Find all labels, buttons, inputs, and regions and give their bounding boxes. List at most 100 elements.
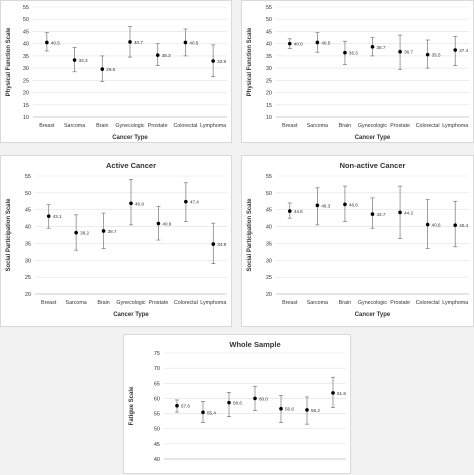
- data-label: 38.2: [80, 231, 89, 236]
- data-point: [100, 67, 105, 71]
- y-tick-label: 45: [25, 208, 31, 214]
- data-point: [184, 199, 188, 204]
- data-label: 40.5: [321, 40, 330, 45]
- data-label: 46.9: [135, 201, 144, 206]
- data-point: [331, 391, 335, 395]
- y-tick-label: 10: [23, 115, 29, 121]
- chart-svg-social-active: Active Cancer 20 25 30 35 40 45 50 55 Social Part…: [6, 161, 227, 318]
- data-label: 55.4: [207, 410, 216, 415]
- x-tick-label: Prostate: [390, 123, 410, 129]
- y-tick-label: 45: [266, 208, 272, 214]
- x-axis-label: Cancer Type: [355, 312, 391, 318]
- y-tick-label: 55: [154, 412, 160, 418]
- y-axis-label: Social Participation Scale: [247, 198, 253, 272]
- x-tick-label: Lymphoma: [200, 300, 226, 306]
- x-tick-label: Colorectal: [416, 123, 440, 129]
- chart-panel-social-nonactive: Non-active Cancer 20 25 30 35 40 45 50 55 Social …: [241, 155, 474, 327]
- x-axis-label: Cancer Type: [113, 312, 149, 318]
- y-tick-label: 35: [266, 241, 272, 247]
- data-point: [287, 209, 292, 213]
- x-tick-label: Prostate: [148, 123, 168, 129]
- x-tick-label: Sarcoma: [66, 300, 87, 306]
- y-tick-label: 40: [154, 457, 160, 463]
- data-point: [211, 242, 216, 246]
- data-point: [74, 230, 78, 235]
- y-tick-label: 20: [23, 91, 29, 97]
- y-tick-label: 50: [266, 191, 272, 197]
- data-label: 37.4: [459, 48, 468, 53]
- x-tick-label: Gynecologic: [116, 300, 145, 306]
- x-tick-label: Breast: [282, 300, 298, 306]
- x-tick-label: Brain: [339, 123, 351, 129]
- x-tick-label: Sarcoma: [307, 300, 328, 306]
- data-point: [211, 59, 215, 63]
- data-label: 36.7: [404, 50, 413, 55]
- x-tick-label: Lymphoma: [200, 123, 226, 129]
- x-tick-label: Breast: [39, 123, 55, 129]
- data-point: [227, 400, 231, 405]
- x-tick-label: Sarcoma: [307, 123, 328, 129]
- y-tick-label: 55: [25, 174, 31, 180]
- y-tick-label: 15: [266, 103, 272, 109]
- data-point: [453, 223, 458, 228]
- y-tick-label: 55: [266, 174, 272, 180]
- data-point: [72, 58, 77, 62]
- data-label: 43.7: [377, 212, 386, 217]
- data-label: 34.8: [217, 242, 226, 247]
- data-point: [398, 49, 402, 54]
- x-tick-label: Prostate: [149, 300, 169, 306]
- y-tick-label: 30: [266, 66, 272, 72]
- data-label: 38.7: [377, 45, 386, 50]
- y-tick-label: 15: [23, 103, 29, 109]
- data-point: [343, 202, 347, 207]
- chart-panel-fatigue-whole: Whole Sample 40 45 50 55 60 65 70 75 Fatigue Scal…: [123, 334, 351, 474]
- data-label: 58.6: [233, 401, 242, 406]
- data-label: 36.3: [349, 51, 358, 56]
- y-tick-label: 20: [266, 91, 272, 97]
- y-tick-label: 40: [23, 42, 29, 48]
- data-label: 40.5: [51, 40, 60, 45]
- data-label: 43.1: [53, 214, 62, 219]
- data-label: 40.5: [189, 40, 198, 45]
- y-tick-label: 75: [154, 351, 160, 357]
- x-tick-label: Brain: [339, 300, 351, 306]
- data-point: [343, 50, 347, 55]
- data-point: [370, 212, 375, 216]
- data-label: 40.0: [294, 42, 303, 47]
- data-label: 40.7: [134, 40, 143, 45]
- data-point: [128, 40, 132, 44]
- chart-title: Non-active Cancer: [340, 161, 406, 170]
- y-axis-label: Fatigue Scale: [129, 386, 135, 425]
- y-tick-label: 25: [266, 275, 272, 281]
- y-axis-label: Physical Function Scale: [247, 27, 253, 96]
- x-tick-label: Gynecologic: [358, 123, 387, 129]
- x-tick-label: Colorectal: [416, 300, 440, 306]
- x-tick-label: Breast: [41, 300, 57, 306]
- data-label: 35.3: [162, 53, 171, 58]
- x-tick-label: Lymphoma: [442, 300, 468, 306]
- x-tick-label: Colorectal: [173, 123, 197, 129]
- data-point: [46, 214, 51, 218]
- chart-panel-physical-nonactive: 10 15 20 25 30 35 40 45 50 55 Physical Function Sc…: [241, 0, 474, 143]
- y-tick-label: 30: [266, 258, 272, 264]
- y-tick-label: 25: [266, 78, 272, 84]
- y-tick-label: 35: [266, 54, 272, 60]
- y-tick-label: 45: [23, 29, 29, 35]
- y-tick-label: 65: [154, 381, 160, 387]
- x-axis-label: Cancer Type: [112, 135, 148, 141]
- data-point: [253, 396, 257, 401]
- data-label: 40.4: [459, 223, 468, 228]
- data-point: [101, 229, 106, 233]
- data-label: 47.4: [190, 200, 199, 205]
- data-point: [315, 203, 320, 208]
- data-point: [287, 41, 292, 46]
- chart-title: Whole Sample: [229, 340, 280, 349]
- y-tick-label: 45: [266, 29, 272, 35]
- y-tick-label: 40: [266, 42, 272, 48]
- y-tick-label: 70: [154, 366, 160, 372]
- y-tick-label: 40: [25, 225, 31, 231]
- x-tick-label: Gynecologic: [115, 123, 144, 129]
- y-tick-label: 20: [266, 292, 272, 298]
- chart-svg-social-nonactive: Non-active Cancer 20 25 30 35 40 45 50 55 Social …: [247, 161, 469, 318]
- data-point: [129, 201, 133, 206]
